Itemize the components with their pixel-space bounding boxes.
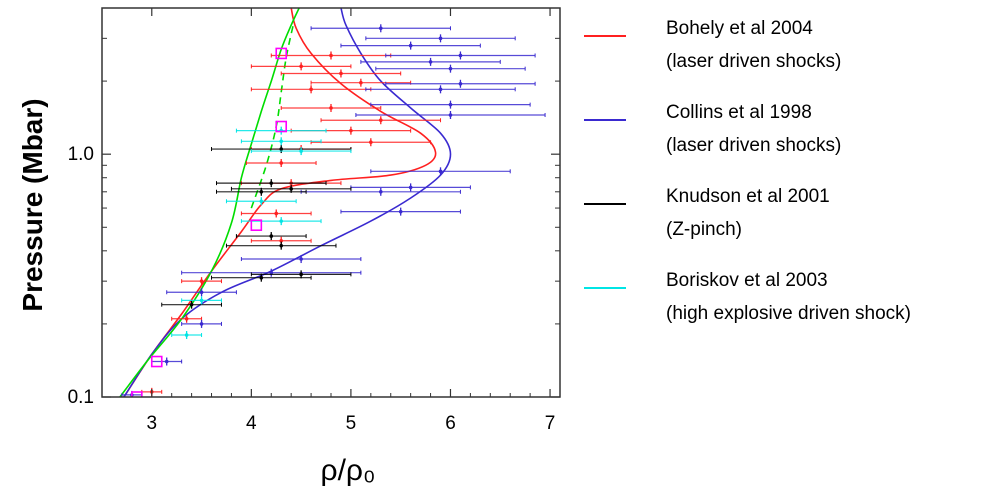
legend-swatch (584, 119, 626, 121)
data-point-marker (275, 47, 288, 60)
legend-item: Bohely et al 2004 (laser driven shocks) (584, 12, 1004, 96)
chart: 3 4 5 6 7 0.1 1.0 Pressure (Mbar) ρ/ρ₀ (17, 7, 561, 487)
data-point (438, 87, 443, 92)
data-point (359, 80, 363, 85)
data-point (428, 60, 433, 64)
legend-label: Knudson et al 2001 (Z-pinch) (666, 186, 830, 240)
data-point (189, 302, 194, 307)
data-point (378, 189, 383, 194)
legend-swatch (584, 35, 626, 37)
data-point (164, 359, 169, 364)
x-tick-label: 6 (445, 413, 456, 434)
data-point (408, 43, 413, 48)
legend-label: Boriskov et al 2003 (high explosive driv… (666, 270, 912, 324)
data-point (279, 238, 284, 243)
data-point (279, 147, 284, 151)
data-point (184, 333, 189, 337)
legend: Bohely et al 2004 (laser driven shocks) … (584, 12, 1004, 348)
data-point (458, 81, 463, 86)
data-point (279, 139, 284, 144)
plot-background (102, 8, 560, 397)
data-point (329, 106, 333, 110)
y-tick-label: 0.1 (68, 387, 94, 408)
data-point-marker (131, 391, 143, 397)
data-point (279, 219, 284, 223)
data-point-marker (275, 120, 288, 133)
data-point (269, 181, 274, 185)
legend-swatch (584, 287, 626, 289)
model-curve (119, 8, 300, 397)
data-point (339, 71, 343, 76)
data-point (369, 140, 373, 145)
data-point (184, 316, 189, 321)
data-point-marker (150, 355, 163, 368)
data-point (289, 187, 293, 191)
data-point (378, 118, 383, 123)
data-point (438, 169, 443, 174)
data-point (349, 128, 353, 133)
x-tick-label: 7 (545, 413, 556, 434)
data-point (259, 199, 264, 204)
data-point (199, 279, 204, 283)
data-point (408, 185, 413, 190)
data-point (279, 161, 284, 165)
data-point (299, 64, 303, 69)
data-point (199, 298, 204, 303)
model-curve (123, 8, 437, 397)
legend-item: Collins et al 1998 (laser driven shocks) (584, 96, 1004, 180)
legend-item: Boriskov et al 2003 (high explosive driv… (584, 264, 1004, 348)
x-tick-label: 5 (346, 413, 357, 434)
data-point-marker (250, 219, 263, 231)
data-point (269, 234, 274, 238)
data-point (259, 189, 264, 194)
data-point (199, 290, 204, 295)
data-point (309, 87, 313, 92)
x-tick-label: 4 (246, 413, 257, 434)
data-point (378, 26, 383, 31)
data-point (458, 53, 463, 58)
x-tick-label: 3 (146, 413, 157, 434)
data-point (259, 275, 264, 280)
data-point (448, 113, 453, 117)
legend-label: Collins et al 1998 (laser driven shocks) (666, 102, 842, 156)
y-tick-label: 1.0 (68, 144, 94, 165)
data-point (274, 211, 279, 216)
data-point (398, 209, 403, 214)
data-point (279, 243, 284, 248)
data-point (448, 102, 453, 107)
data-point (199, 322, 204, 326)
x-axis-label: ρ/ρ₀ (321, 454, 376, 487)
data-point (299, 149, 303, 153)
legend-label: Bohely et al 2004 (laser driven shocks) (666, 18, 842, 72)
legend-swatch (584, 203, 626, 205)
data-point (269, 270, 274, 275)
legend-item: Knudson et al 2001 (Z-pinch) (584, 180, 1004, 264)
y-axis-label: Pressure (Mbar) (17, 98, 48, 311)
data-point (299, 272, 303, 277)
data-point (299, 257, 303, 261)
data-point (438, 36, 443, 41)
data-point (448, 66, 453, 71)
data-point (329, 53, 333, 58)
